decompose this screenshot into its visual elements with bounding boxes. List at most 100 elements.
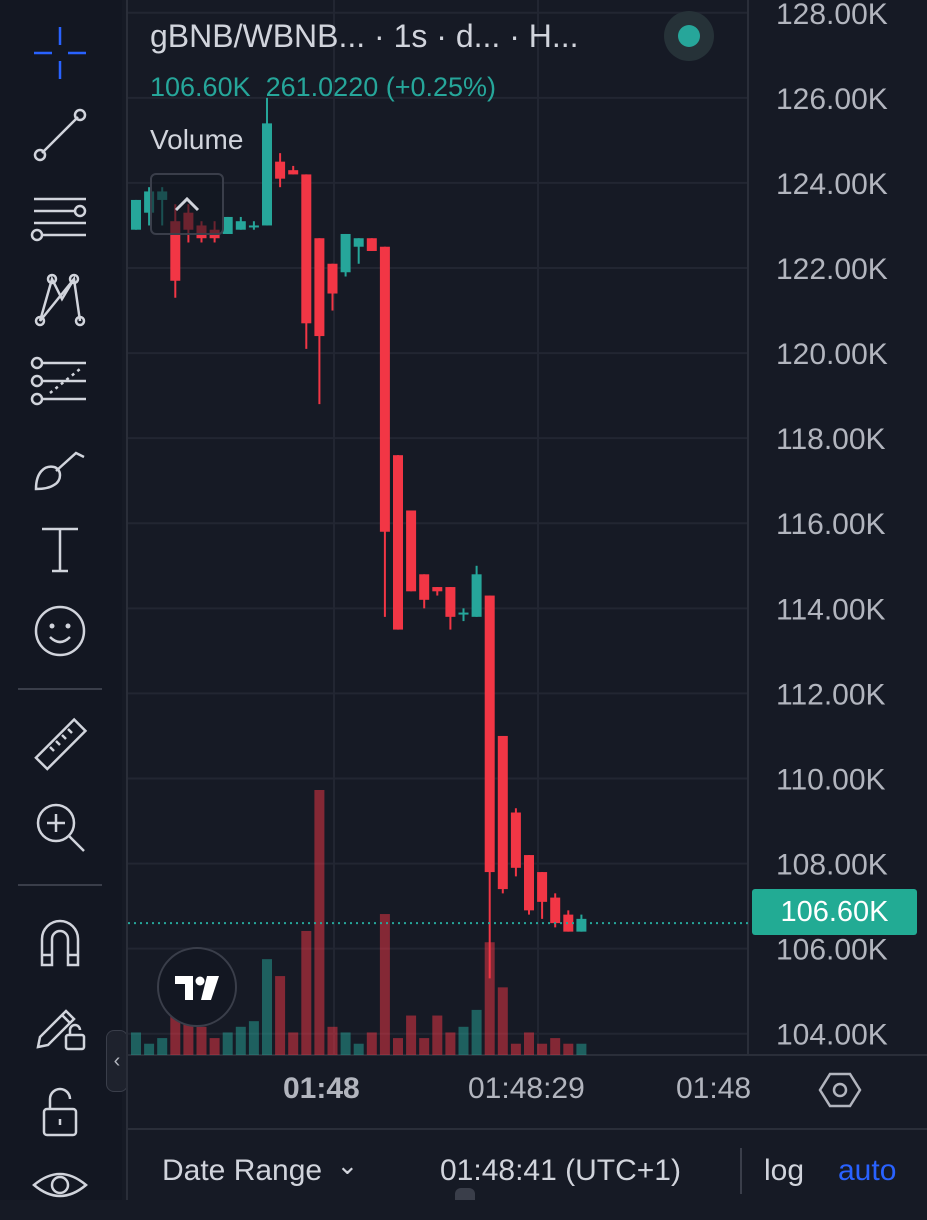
bottom-bar-divider	[740, 1148, 742, 1194]
symbol-title[interactable]: gBNB/WBNB... · 1s · d... · H...	[150, 18, 579, 54]
candle-body	[406, 510, 417, 592]
pattern-icon[interactable]	[20, 264, 100, 334]
crosshair-icon[interactable]	[20, 18, 100, 88]
volume-bar	[340, 1032, 351, 1055]
volume-bar	[445, 1032, 456, 1055]
volume-bar	[563, 1043, 574, 1055]
toolbar-divider	[18, 884, 102, 886]
volume-bar	[550, 1038, 561, 1055]
volume-bar	[471, 1009, 482, 1055]
candle-body	[471, 574, 482, 617]
candle-body	[563, 914, 574, 932]
candle-body	[222, 216, 233, 234]
volume-bar	[209, 1038, 220, 1055]
volume-bar	[248, 1021, 259, 1055]
price-axis-label: 126.00K	[776, 83, 888, 116]
current-price-badge: 106.60K	[752, 889, 917, 935]
volume-bar	[275, 976, 286, 1055]
volume-bar	[235, 1026, 246, 1055]
price-axis-label: 124.00K	[776, 168, 888, 201]
tradingview-logo[interactable]	[157, 947, 237, 1027]
fib-lines-icon[interactable]	[20, 182, 100, 252]
price-axis-label: 122.00K	[776, 253, 888, 286]
volume-bar	[393, 1038, 403, 1055]
volume-bar	[314, 790, 325, 1055]
candle-body	[327, 263, 338, 294]
volume-bar	[301, 930, 312, 1055]
volume-bar	[144, 1043, 155, 1055]
candle-body	[576, 918, 587, 932]
forecast-icon[interactable]	[20, 348, 100, 418]
candle-body	[445, 587, 456, 617]
volume-bar	[183, 1021, 194, 1055]
lock-drawing-icon[interactable]	[20, 988, 100, 1058]
magnet-icon[interactable]	[20, 906, 100, 976]
chevron-down-icon: ⌄	[336, 1150, 359, 1180]
last-price-value: 106.60K	[150, 72, 251, 102]
tv-logo-icon	[175, 976, 219, 1000]
candle-body	[131, 199, 141, 230]
price-axis-label: 104.00K	[776, 1019, 888, 1052]
candle-body	[275, 161, 286, 179]
volume-bar	[497, 987, 508, 1055]
volume-bar	[353, 1043, 364, 1055]
pane-separator	[126, 0, 128, 1200]
volume-bar	[406, 1015, 417, 1055]
zoom-in-icon[interactable]	[20, 792, 100, 862]
ohlc-values: 106.60K 261.0220 (+0.25%)	[150, 72, 496, 103]
volume-bar	[196, 1026, 207, 1055]
brush-icon[interactable]	[20, 432, 100, 502]
candle-body	[301, 174, 312, 324]
candle-body	[550, 897, 561, 924]
candle-body	[458, 612, 469, 615]
date-range-button[interactable]: Date Range ⌄	[162, 1150, 358, 1188]
panel-drag-handle[interactable]	[455, 1188, 475, 1200]
volume-bar	[419, 1038, 430, 1055]
ruler-icon[interactable]	[20, 710, 100, 780]
emoji-icon[interactable]	[20, 596, 100, 666]
price-axis-label: 128.00K	[776, 0, 888, 31]
eye-icon[interactable]	[20, 1150, 100, 1220]
market-status-indicator[interactable]	[664, 11, 714, 61]
candle-body	[170, 221, 181, 281]
price-change-value: 261.0220 (+0.25%)	[265, 72, 497, 102]
date-range-label: Date Range	[162, 1154, 323, 1187]
collapse-legend-button[interactable]	[150, 173, 224, 235]
candle-body	[262, 123, 272, 226]
time-axis-label: 01:48:29	[468, 1072, 585, 1105]
toolbar-divider	[18, 688, 102, 690]
text-icon[interactable]	[20, 514, 100, 584]
volume-indicator-label[interactable]: Volume	[150, 124, 244, 155]
candle-body	[353, 238, 364, 247]
candle-body	[235, 221, 246, 230]
candle-body	[366, 238, 377, 251]
timezone-clock[interactable]: 01:48:41 (UTC+1)	[440, 1154, 681, 1187]
volume-bar	[366, 1032, 377, 1055]
candle-body	[314, 238, 325, 337]
volume-bar	[222, 1032, 233, 1055]
candle-body	[524, 855, 534, 911]
price-axis-label: 112.00K	[776, 678, 886, 711]
price-axis-label: 110.00K	[776, 763, 886, 796]
price-axis-label: 120.00K	[776, 338, 888, 371]
candle-body	[393, 455, 403, 630]
volume-bar	[484, 942, 495, 1055]
volume-bar	[524, 1032, 534, 1055]
candle-body	[340, 233, 351, 273]
trend-line-icon[interactable]	[20, 100, 100, 170]
volume-bar	[576, 1043, 587, 1055]
candle-body	[497, 735, 508, 890]
price-axis-label: 114.00K	[776, 593, 886, 626]
candle-body	[419, 574, 430, 600]
price-chart[interactable]: 128.00K 126.00K 124.00K 122.00K 120.00K 118.0…	[0, 0, 927, 1128]
auto-scale-toggle[interactable]: auto	[838, 1154, 897, 1187]
chart-settings-icon[interactable]	[818, 1068, 862, 1112]
candle-body	[537, 872, 548, 902]
volume-bar	[510, 1043, 521, 1055]
volume-bar	[379, 914, 390, 1055]
price-axis-label: 108.00K	[776, 849, 888, 882]
candle-body	[432, 587, 443, 592]
lock-icon[interactable]	[20, 1076, 100, 1146]
log-scale-toggle[interactable]: log	[764, 1154, 805, 1187]
chevron-up-icon	[174, 196, 200, 212]
